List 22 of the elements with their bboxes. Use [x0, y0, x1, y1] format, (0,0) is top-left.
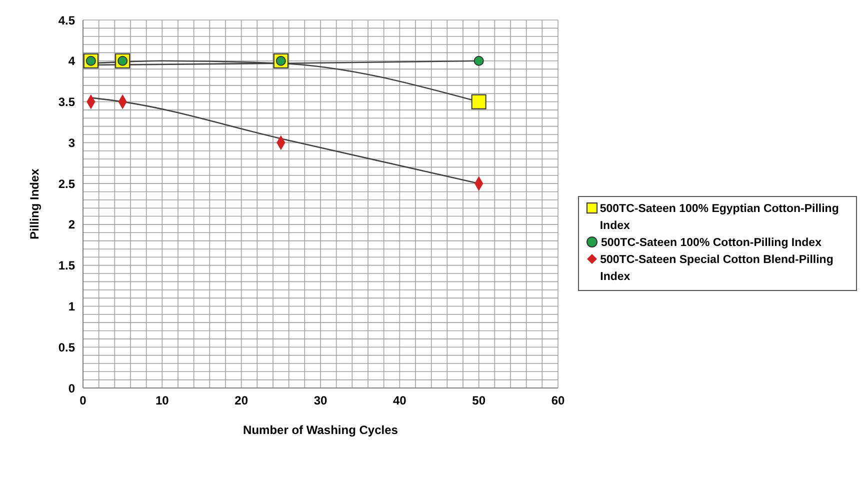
y-tick-label: 4.5 — [58, 13, 76, 28]
x-tick-label: 60 — [551, 394, 565, 408]
legend-label: 500TC-Sateen Special Cotton Blend-Pilling Index — [600, 252, 834, 284]
y-tick-label: 3 — [68, 136, 76, 150]
x-tick-label: 50 — [472, 394, 486, 408]
x-tick-label: 20 — [234, 394, 248, 408]
y-tick-label: 4 — [68, 54, 76, 68]
y-tick-label: 3.5 — [58, 95, 76, 110]
x-tick-label: 0 — [80, 394, 87, 408]
y-tick-label: 1.5 — [58, 258, 76, 273]
y-tick-label: 0 — [68, 381, 76, 396]
y-tick-label: 1 — [68, 299, 76, 314]
legend-label: 500TC-Sateen 100% Egyptian Cotton-Pilling Index — [600, 202, 840, 234]
x-tick-label: 40 — [392, 394, 407, 408]
y-axis-title: Pilling Index — [27, 168, 42, 240]
y-tick-label: 2.5 — [58, 176, 76, 191]
legend-label: 500TC-Sateen 100% Cotton-Pilling Index — [601, 236, 822, 250]
x-tick-label: 30 — [314, 394, 328, 408]
y-tick-label: 0.5 — [58, 340, 76, 354]
x-tick-label: 10 — [155, 394, 170, 408]
x-axis-title: Number of Washing Cycles — [243, 423, 398, 437]
y-tick-label: 2 — [68, 218, 76, 232]
